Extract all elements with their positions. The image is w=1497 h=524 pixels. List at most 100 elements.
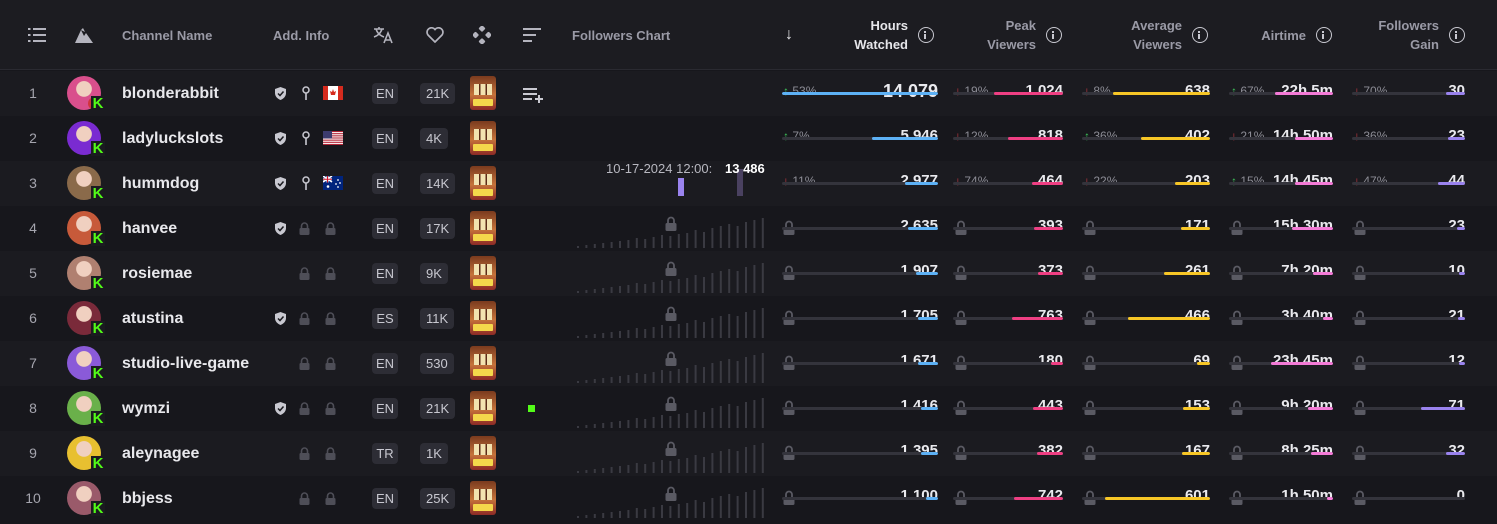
chart-bar-selected[interactable] xyxy=(678,178,684,196)
metric-value-air: 23h 45m xyxy=(1272,352,1333,369)
metric-bar-track xyxy=(1352,137,1465,140)
metric-value-avg: 167 xyxy=(1184,442,1210,459)
platform-icon[interactable] xyxy=(75,0,93,70)
peak-viewers-label-2: Viewers xyxy=(987,37,1036,52)
channel-name-link[interactable]: bbjess xyxy=(122,490,173,507)
info-icon[interactable] xyxy=(1192,27,1208,43)
channel-name-link[interactable]: hanvee xyxy=(122,220,178,237)
lock-icon xyxy=(325,447,336,460)
language-icon[interactable] xyxy=(373,0,393,70)
game-category-icon[interactable] xyxy=(473,0,491,70)
country-flag-au-icon xyxy=(322,175,343,190)
metric-value-fol: 23 xyxy=(1448,127,1465,144)
game-thumbnail-slots[interactable] xyxy=(470,436,496,470)
game-thumbnail-slots[interactable] xyxy=(470,211,496,245)
verified-shield-icon xyxy=(275,222,286,235)
info-icon[interactable] xyxy=(1046,27,1062,43)
metric-bar-fill xyxy=(1437,182,1465,185)
hours-watched-label-1: Hours xyxy=(870,18,908,33)
language-badge: EN xyxy=(372,353,398,374)
metric-bar-track xyxy=(1229,227,1333,230)
metric-value-fol: 12 xyxy=(1448,352,1465,369)
airtime-header[interactable]: Airtime xyxy=(1235,0,1332,70)
channel-name-header[interactable]: Channel Name xyxy=(122,27,213,43)
metric-bar-track xyxy=(1082,272,1210,275)
channel-name-link[interactable]: rosiemae xyxy=(122,265,193,282)
metric-bar-track xyxy=(1352,227,1465,230)
rank-number: 9 xyxy=(29,445,37,461)
metric-bar-fill xyxy=(917,362,938,365)
chart-tooltip-date: 10-17-2024 12:00: xyxy=(606,161,713,176)
metric-bar-track xyxy=(1082,182,1210,185)
lock-icon xyxy=(299,492,310,505)
add-to-list-icon[interactable] xyxy=(523,87,543,108)
game-thumbnail-slots[interactable] xyxy=(470,301,496,335)
game-thumbnail-slots[interactable] xyxy=(470,391,496,425)
metric-bar-track xyxy=(1352,317,1465,320)
channel-name-link[interactable]: ladyluckslots xyxy=(122,130,224,147)
info-icon[interactable] xyxy=(918,27,934,43)
game-thumbnail-slots[interactable] xyxy=(470,121,496,155)
kick-platform-icon: K xyxy=(91,455,105,472)
location-pin-icon xyxy=(301,86,311,100)
info-icon[interactable] xyxy=(1316,27,1332,43)
hours-watched-header[interactable]: Hours Watched xyxy=(820,0,934,70)
followers-gain-header[interactable]: Followers Gain xyxy=(1355,0,1465,70)
followers-count-badge: 530 xyxy=(420,353,454,374)
kick-platform-icon: K xyxy=(91,320,105,337)
channel-name-link[interactable]: wymzi xyxy=(122,400,171,417)
title-lines-icon[interactable] xyxy=(523,0,541,70)
channel-name-link[interactable]: blonderabbit xyxy=(122,85,219,102)
metric-bar-track xyxy=(1352,182,1465,185)
metric-bar-track xyxy=(1082,407,1210,410)
channel-name-link[interactable]: studio-live-game xyxy=(122,355,250,372)
info-icon[interactable] xyxy=(1449,27,1465,43)
language-badge: EN xyxy=(372,83,398,104)
peak-viewers-header[interactable]: Peak Viewers xyxy=(960,0,1062,70)
channel-name-link[interactable]: hummdog xyxy=(122,175,200,192)
average-viewers-header[interactable]: Average Viewers xyxy=(1090,0,1208,70)
metric-bar-fill xyxy=(1105,497,1210,500)
metric-bar-fill xyxy=(1050,362,1063,365)
arrow-up-icon: ↑ xyxy=(1231,84,1237,98)
chart-bar[interactable] xyxy=(737,169,743,196)
metric-value-fol: 30 xyxy=(1448,82,1465,99)
hours-watched-label-2: Watched xyxy=(854,37,908,52)
channel-name-link[interactable]: atustina xyxy=(122,310,184,327)
list-view-icon[interactable] xyxy=(28,0,46,70)
game-thumbnail-slots[interactable] xyxy=(470,481,496,515)
metric-bar-track xyxy=(953,137,1063,140)
game-thumbnail-slots[interactable] xyxy=(470,256,496,290)
game-thumbnail-slots[interactable] xyxy=(470,346,496,380)
channel-name-link[interactable]: aleynagee xyxy=(122,445,200,462)
followers-gain-label-1: Followers xyxy=(1378,18,1439,33)
average-viewers-label-2: Viewers xyxy=(1133,37,1182,52)
lock-icon xyxy=(299,312,310,325)
metric-value-hours: 1 671 xyxy=(900,352,938,369)
game-thumbnail-slots[interactable] xyxy=(470,166,496,200)
arrow-down-icon: ↓ xyxy=(1084,84,1090,98)
metric-bar-fill xyxy=(1274,92,1333,95)
sort-descending-icon[interactable]: ↓ xyxy=(785,26,793,43)
metric-bar-track xyxy=(782,362,938,365)
metric-bar-fill xyxy=(916,272,938,275)
metric-bar-track xyxy=(1352,407,1465,410)
metric-bar-fill xyxy=(1197,362,1210,365)
followers-heart-icon[interactable] xyxy=(426,0,444,70)
metric-value-avg: 261 xyxy=(1184,262,1210,279)
game-thumbnail-slots[interactable] xyxy=(470,76,496,110)
metric-bar-fill xyxy=(1313,272,1333,275)
followers-chart-header[interactable]: Followers Chart xyxy=(572,27,671,43)
arrow-up-icon: ↑ xyxy=(1231,174,1237,188)
add-info-header[interactable]: Add. Info xyxy=(273,27,330,43)
